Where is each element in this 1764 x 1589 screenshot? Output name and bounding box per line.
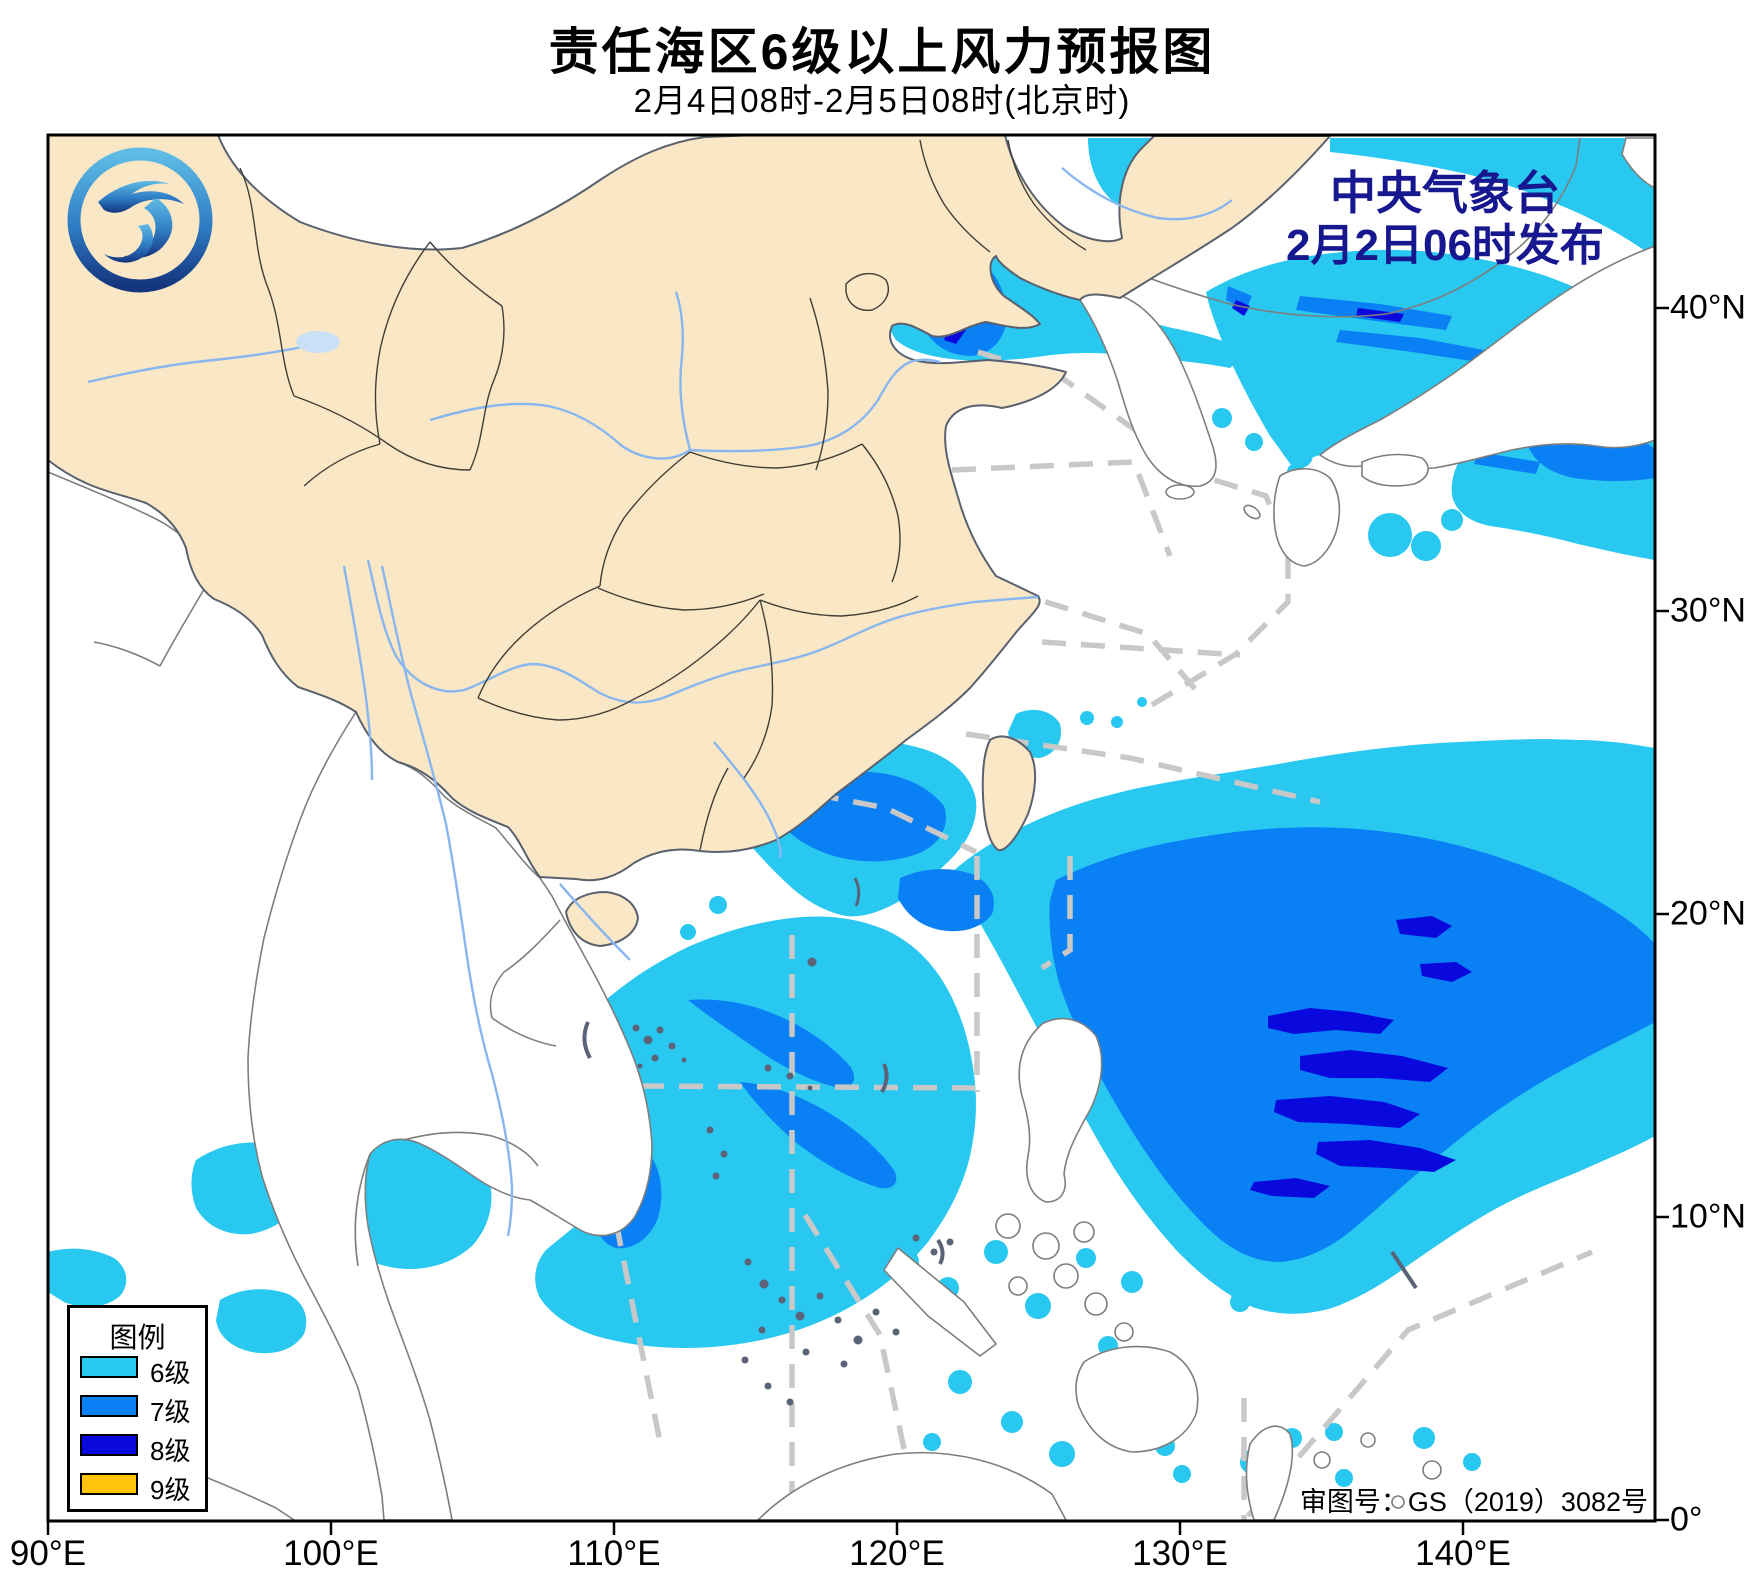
- legend-swatch-force9: [80, 1473, 138, 1495]
- y-tick-0: 0°: [1670, 1500, 1703, 1539]
- page-title: 责任海区6级以上风力预报图: [548, 24, 1216, 80]
- legend-label-force6: 6级: [150, 1358, 191, 1388]
- legend-swatch-force8: [80, 1434, 138, 1456]
- foreign-land: [247, 137, 1655, 1521]
- logo-wind-swirl: [98, 180, 184, 263]
- legend-label-force9: 9级: [150, 1475, 191, 1505]
- y-tick-20N: 20°N: [1670, 894, 1746, 933]
- y-tick-40N: 40°N: [1670, 288, 1746, 327]
- valid-period-subtitle: 2月4日08时-2月5日08时(北京时): [633, 82, 1131, 119]
- lake: [296, 331, 340, 353]
- rivers: [87, 167, 1233, 1237]
- legend-swatch-force6: [80, 1356, 138, 1378]
- x-tick-90E: 90°E: [9, 1534, 87, 1573]
- issuer-block: 中央气象台 2月2日06时发布: [1270, 166, 1620, 272]
- legend-swatch-force7: [80, 1395, 138, 1417]
- china-landmass: [48, 135, 1331, 947]
- axis-ticks: [46, 306, 1669, 1535]
- x-tick-110E: 110°E: [567, 1534, 661, 1573]
- issuer-name: 中央气象台: [1330, 167, 1560, 219]
- issue-time: 2月2日06时发布: [1286, 221, 1604, 271]
- province-borders: [239, 139, 1087, 851]
- x-tick-100E: 100°E: [283, 1534, 379, 1573]
- x-tick-140E: 140°E: [1415, 1534, 1511, 1573]
- y-tick-10N: 10°N: [1670, 1197, 1746, 1236]
- legend-label-force7: 7级: [150, 1397, 191, 1427]
- legend-label-force8: 8级: [150, 1436, 191, 1466]
- legend-title: 图例: [109, 1322, 166, 1353]
- map-review-number: 审图号：GS（2019）3082号: [1299, 1487, 1648, 1517]
- island-marks: [582, 877, 1418, 1406]
- x-tick-120E: 120°E: [849, 1534, 945, 1573]
- sea-area-boundaries: [601, 349, 1594, 1520]
- china-meteorological-administration-logo: [67, 147, 213, 293]
- foreign-borders: [48, 137, 1581, 1521]
- legend: 图例 6级 7级 8级 9级: [67, 1305, 208, 1512]
- map-frame: [46, 133, 1657, 1523]
- y-tick-30N: 30°N: [1670, 591, 1746, 630]
- x-tick-130E: 130°E: [1132, 1534, 1228, 1573]
